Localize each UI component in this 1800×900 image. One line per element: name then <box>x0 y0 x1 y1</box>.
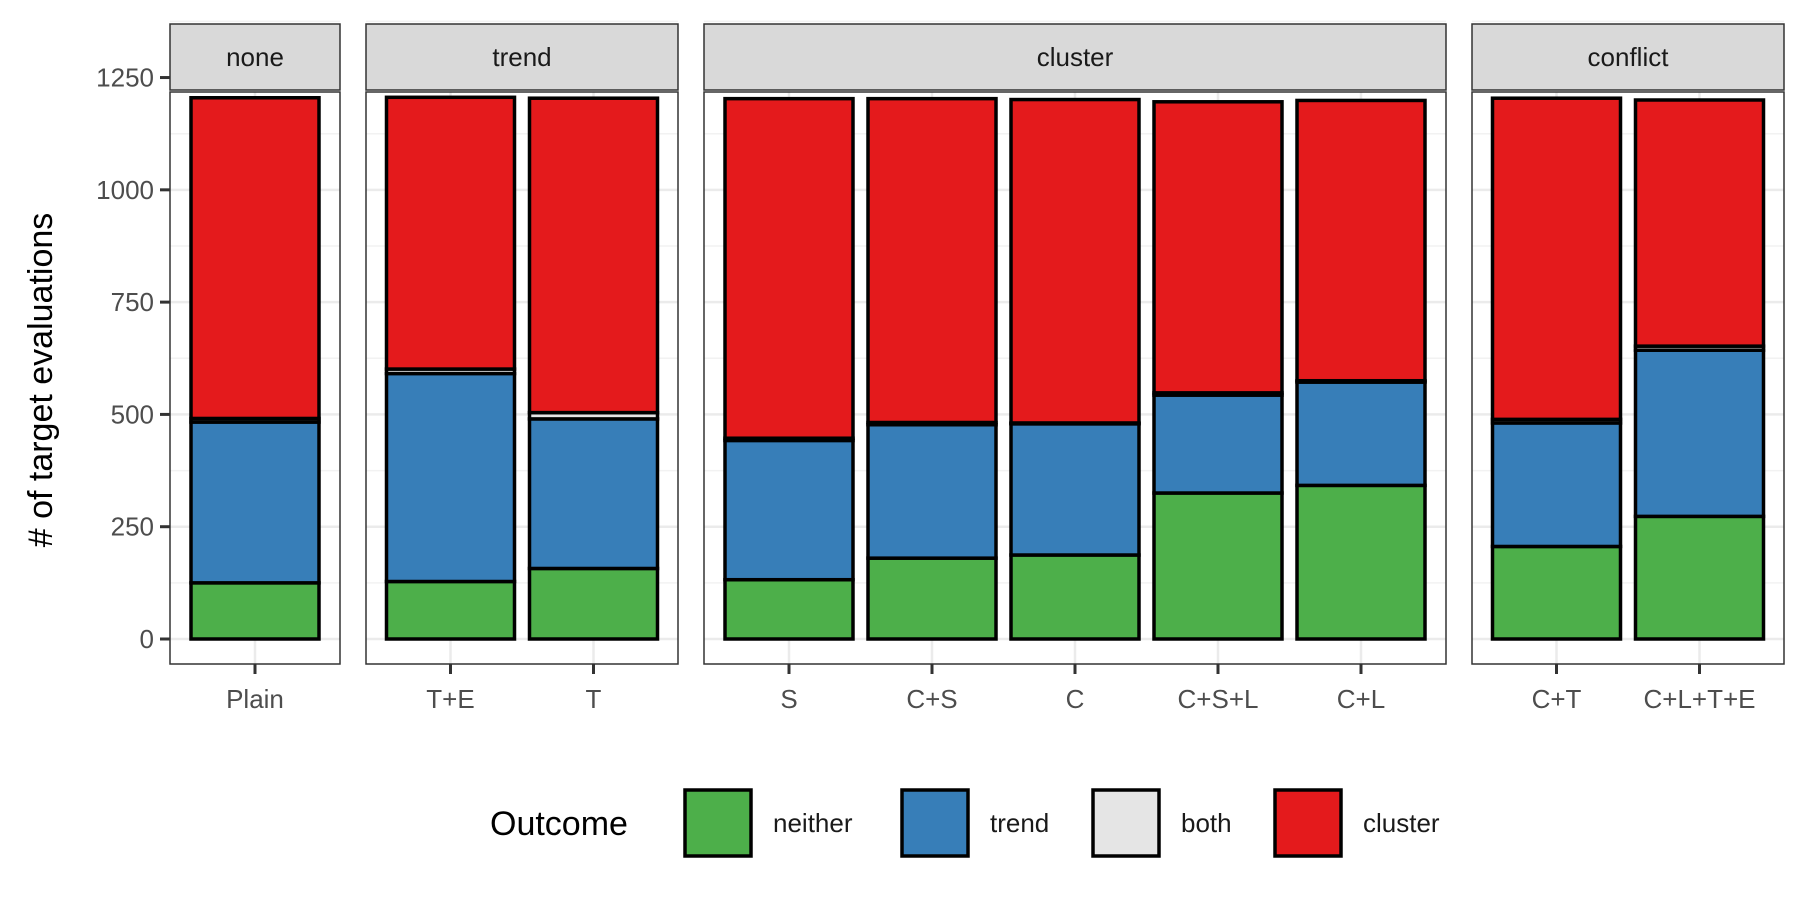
facet-strip <box>703 23 1447 91</box>
bar-segment-cluster-T+E <box>384 95 517 371</box>
facet-strip-label: none <box>226 42 284 72</box>
x-tick-label: C+S <box>906 684 957 714</box>
bar-segment-cluster-C+T <box>1490 96 1623 422</box>
bar-segment-neither-S <box>723 577 855 641</box>
facet-strip <box>1471 23 1785 91</box>
legend-key-neither <box>683 788 753 858</box>
bar-segment-cluster-C+L <box>1295 98 1427 383</box>
bar-segment-cluster-C+S+L <box>1152 100 1284 395</box>
bar-segment-trend-S <box>723 438 855 582</box>
legend-label-neither: neither <box>773 808 853 838</box>
bar-segment-neither-T+E <box>384 579 517 641</box>
bar-segment-neither-C+L+T+E <box>1633 514 1766 641</box>
bar-segment-neither-Plain <box>189 581 321 641</box>
facet-cluster: S C+S C C+S+L C+L cluster <box>703 20 1447 714</box>
legend: Outcome neither trend both cluster <box>490 788 1440 858</box>
x-tick-label: C+T <box>1532 684 1582 714</box>
bar-segment-trend-C+S+L <box>1152 393 1284 495</box>
y-tick-label: 750 <box>111 287 154 317</box>
bar-segment-cluster-Plain <box>189 96 321 421</box>
facet-strip <box>169 23 341 91</box>
y-axis-title: # of target evaluations <box>22 213 60 548</box>
bar-segment-cluster-C <box>1009 97 1141 425</box>
legend-key-cluster <box>1273 788 1343 858</box>
panel-border <box>169 91 341 665</box>
legend-key-both <box>1091 788 1161 858</box>
legend-items: neither trend both cluster <box>683 788 1440 858</box>
y-tick-label: 250 <box>111 512 154 542</box>
bar-segment-cluster-C+L+T+E <box>1633 98 1766 348</box>
facet-none: Plain none <box>169 20 341 714</box>
bar-segment-cluster-C+S <box>866 96 998 425</box>
panel-border <box>1471 91 1785 665</box>
bar-segment-trend-T <box>527 417 660 571</box>
legend-key-trend <box>900 788 970 858</box>
panel-border <box>365 91 679 665</box>
x-tick-label: C+L+T+E <box>1643 684 1755 714</box>
bar-segment-trend-C+S <box>866 422 998 560</box>
bar-segment-trend-C+T <box>1490 421 1623 549</box>
x-tick-label: C+S+L <box>1178 684 1259 714</box>
bar-segment-neither-C <box>1009 553 1141 641</box>
x-tick-label: T <box>586 684 602 714</box>
facet-strip-label: conflict <box>1588 42 1670 72</box>
facet-conflict: C+T C+L+T+E conflict <box>1471 20 1785 714</box>
y-tick-label: 1250 <box>96 63 154 93</box>
bar-segment-neither-C+T <box>1490 544 1623 641</box>
facet-strip-label: cluster <box>1037 42 1114 72</box>
facet-strip-label: trend <box>492 42 551 72</box>
bar-segment-neither-C+L <box>1295 483 1427 641</box>
x-tick-label: T+E <box>426 684 474 714</box>
bar-segment-trend-Plain <box>189 420 321 585</box>
facet-strip <box>365 23 679 91</box>
bar-segment-neither-T <box>527 566 660 641</box>
bar-segment-neither-C+S+L <box>1152 491 1284 641</box>
y-tick-label: 0 <box>140 624 154 654</box>
bar-segment-trend-T+E <box>384 371 517 584</box>
panel-border <box>703 91 1447 665</box>
legend-label-cluster: cluster <box>1363 808 1440 838</box>
x-tick-label: C+L <box>1337 684 1385 714</box>
y-tick-label: 1000 <box>96 175 154 205</box>
legend-label-trend: trend <box>990 808 1049 838</box>
bar-segment-trend-C <box>1009 422 1141 557</box>
x-tick-label: Plain <box>226 684 284 714</box>
bar-segment-trend-C+L <box>1295 380 1427 488</box>
y-tick-label: 500 <box>111 399 154 429</box>
x-tick-label: S <box>780 684 797 714</box>
y-axis: 0 250 500 750 1000 1250 <box>96 63 170 654</box>
legend-title: Outcome <box>490 805 628 843</box>
bar-segment-cluster-S <box>723 96 855 440</box>
bar-segment-trend-C+L+T+E <box>1633 348 1766 519</box>
bar-segment-neither-C+S <box>866 556 998 641</box>
legend-label-both: both <box>1181 808 1232 838</box>
x-tick-label: C <box>1066 684 1085 714</box>
bar-segment-cluster-T <box>527 96 660 415</box>
